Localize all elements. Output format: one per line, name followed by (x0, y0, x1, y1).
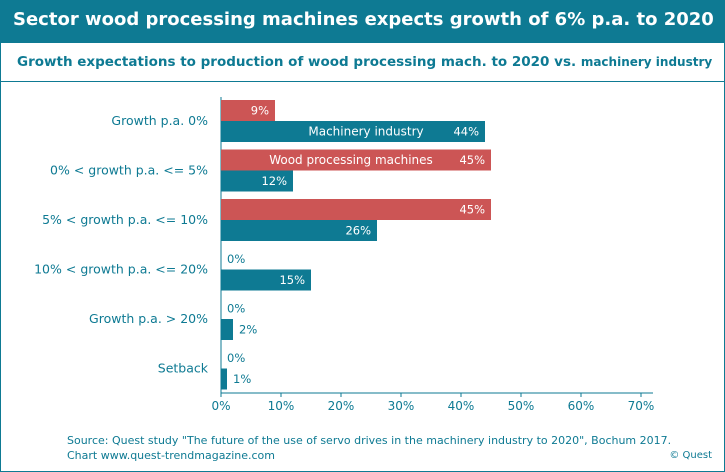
header-bar: Sector wood processing machines expects … (1, 1, 724, 43)
bar (221, 269, 311, 291)
data-label: 0% (227, 302, 245, 316)
x-tick-label: 40% (448, 399, 475, 413)
data-label: 44% (453, 125, 479, 139)
category-label: 0% < growth p.a. <= 5% (50, 163, 208, 178)
x-tick-label: 30% (388, 399, 415, 413)
data-label: 0% (227, 351, 245, 365)
chart-subtitle: Growth expectations to production of woo… (17, 54, 712, 70)
category-label: Setback (158, 361, 209, 376)
bar (221, 319, 233, 340)
legend-machinery-industry: Machinery industry (308, 125, 423, 139)
data-label: 0% (227, 252, 245, 266)
subtitle-divider (1, 81, 724, 82)
data-label: 26% (345, 224, 371, 238)
data-label: 1% (233, 372, 251, 386)
x-tick-label: 60% (568, 399, 595, 413)
subtitle-vs: vs. (554, 54, 577, 70)
bar (221, 199, 491, 220)
subtitle-main: Growth expectations to production of woo… (17, 54, 550, 70)
category-label: Growth p.a. 0% (111, 113, 208, 128)
subtitle-tail: machinery industry (580, 55, 713, 69)
bar (221, 170, 293, 192)
bar (221, 100, 275, 121)
bar-chart: 0% 10% 20% 30% 40% 50% 60% 70% Growth p.a. 0% 9% 4… (34, 97, 655, 413)
data-label: 45% (459, 203, 485, 217)
category-label: 10% < growth p.a. <= 20% (34, 262, 208, 277)
bar (221, 368, 227, 390)
x-tick-label: 10% (268, 399, 295, 413)
bar (221, 149, 491, 171)
x-tick-label: 0% (211, 399, 230, 413)
category-label: 5% < growth p.a. <= 10% (42, 212, 208, 227)
data-label: 2% (239, 323, 257, 337)
source-text: Source: Quest study "The future of the u… (67, 434, 672, 447)
copyright: © Quest (669, 450, 712, 461)
data-label: 9% (251, 104, 269, 118)
chart-link: Chart www.quest-trendmagazine.com (67, 449, 275, 462)
bar (221, 220, 377, 241)
legend-wood-processing: Wood processing machines (269, 153, 433, 167)
x-tick-label: 50% (508, 399, 535, 413)
page-title: Sector wood processing machines expects … (13, 9, 714, 30)
data-label: 45% (459, 153, 485, 167)
data-label: 12% (261, 174, 287, 188)
x-tick-label: 20% (328, 399, 355, 413)
bar (221, 121, 485, 142)
source-note: Source: Quest study "The future of the u… (67, 433, 671, 463)
data-label: 15% (279, 273, 305, 287)
category-label: Growth p.a. > 20% (89, 311, 208, 326)
x-tick-label: 70% (628, 399, 655, 413)
